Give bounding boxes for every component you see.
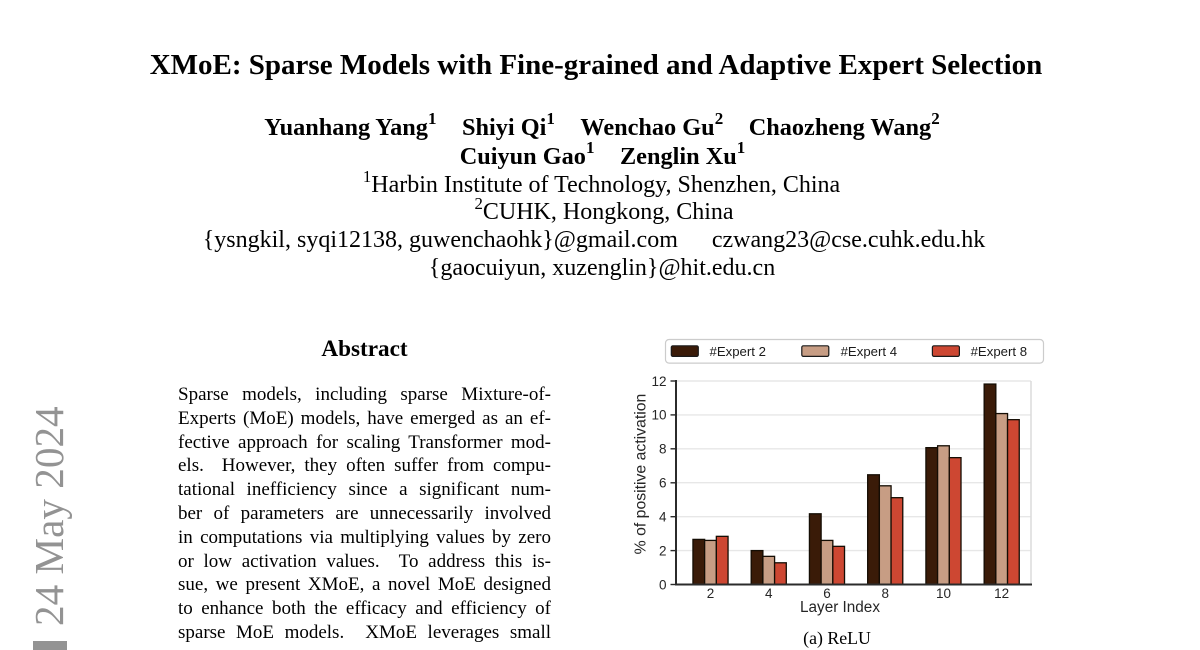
svg-text:10: 10 — [936, 586, 951, 601]
svg-text:#Expert 8: #Expert 8 — [971, 344, 1027, 359]
svg-text:#Expert 2: #Expert 2 — [710, 344, 766, 359]
svg-text:2: 2 — [659, 543, 667, 558]
svg-text:6: 6 — [823, 586, 831, 601]
svg-text:#Expert 4: #Expert 4 — [841, 344, 897, 359]
svg-text:Layer Index: Layer Index — [800, 599, 880, 616]
svg-text:0: 0 — [659, 577, 667, 592]
svg-text:8: 8 — [881, 586, 889, 601]
svg-text:4: 4 — [659, 510, 667, 525]
svg-text:2: 2 — [707, 586, 715, 601]
svg-text:6: 6 — [659, 476, 667, 491]
svg-text:12: 12 — [651, 374, 666, 389]
svg-text:4: 4 — [765, 586, 773, 601]
svg-text:% of positive activation: % of positive activation — [633, 394, 650, 555]
svg-text:8: 8 — [659, 442, 667, 457]
svg-text:10: 10 — [651, 408, 666, 423]
svg-text:12: 12 — [994, 586, 1009, 601]
